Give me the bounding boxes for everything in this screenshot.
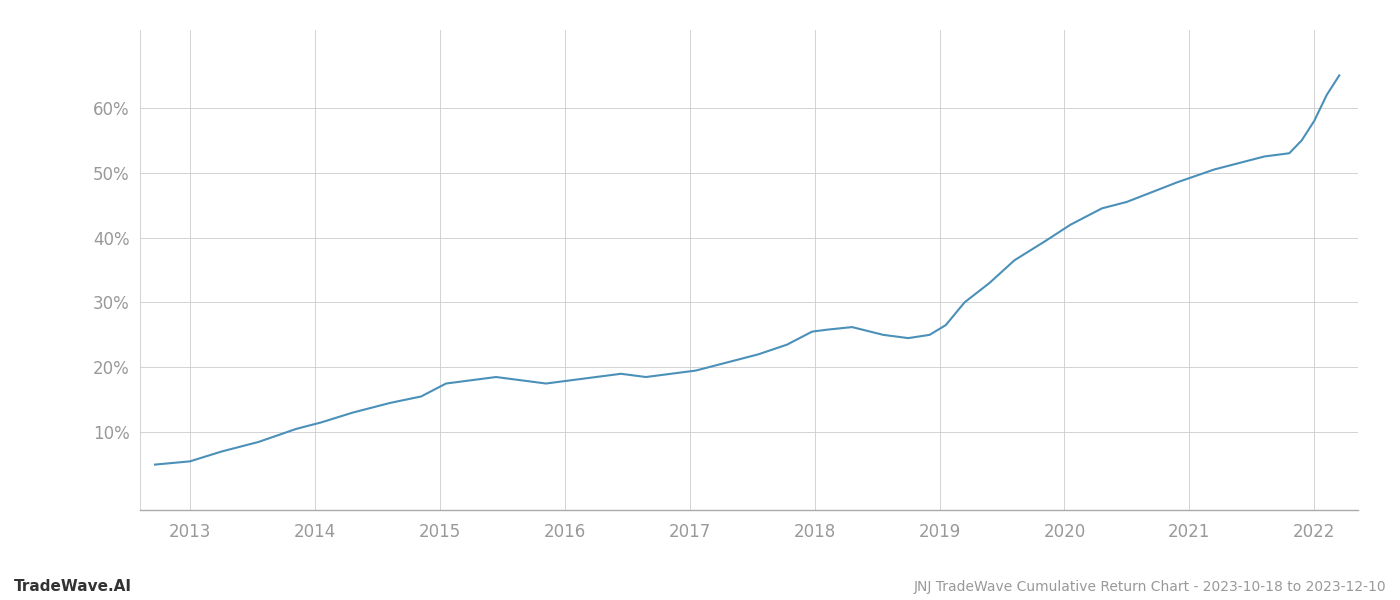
Text: TradeWave.AI: TradeWave.AI — [14, 579, 132, 594]
Text: JNJ TradeWave Cumulative Return Chart - 2023-10-18 to 2023-12-10: JNJ TradeWave Cumulative Return Chart - … — [913, 580, 1386, 594]
